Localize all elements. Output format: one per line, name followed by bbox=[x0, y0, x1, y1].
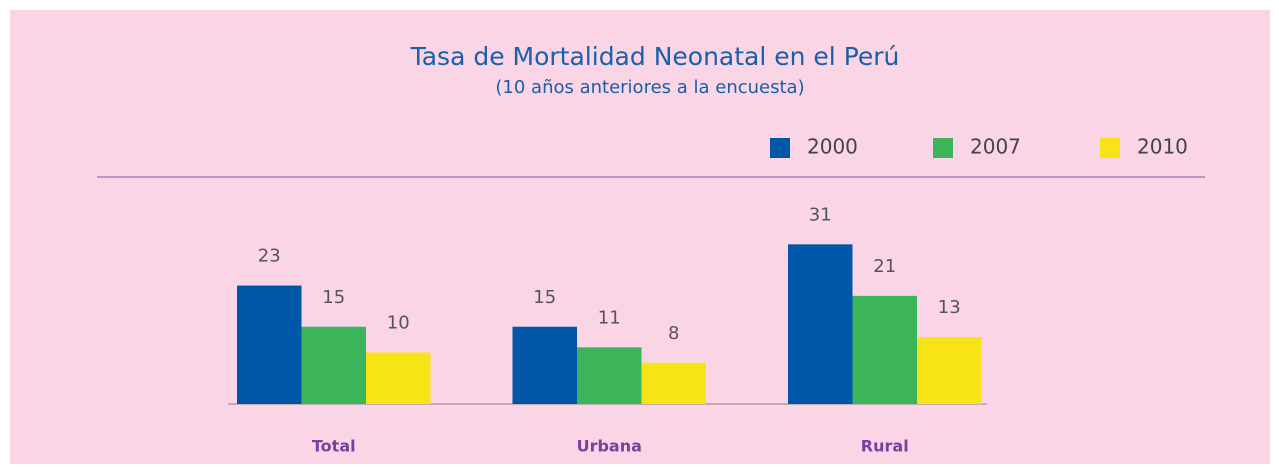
bar bbox=[301, 326, 366, 404]
data-label: 23 bbox=[258, 246, 281, 267]
data-label: 8 bbox=[668, 323, 679, 344]
bar bbox=[237, 285, 302, 404]
bar bbox=[512, 326, 577, 404]
bar bbox=[917, 337, 982, 404]
chart-subtitle: (10 años anteriores a la encuesta) bbox=[495, 77, 804, 98]
legend-label: 2007 bbox=[970, 135, 1021, 159]
bar bbox=[366, 352, 431, 404]
legend-swatch bbox=[933, 138, 953, 158]
x-tick-label: Rural bbox=[861, 437, 909, 456]
bar bbox=[641, 362, 706, 404]
legend-swatch bbox=[770, 138, 790, 158]
x-tick-label: Urbana bbox=[577, 437, 642, 456]
legend-label: 2010 bbox=[1137, 135, 1188, 159]
data-label: 10 bbox=[387, 313, 410, 334]
data-label: 13 bbox=[938, 297, 961, 318]
data-label: 21 bbox=[873, 256, 896, 277]
data-label: 15 bbox=[322, 287, 345, 308]
chart-title: Tasa de Mortalidad Neonatal en el Perú bbox=[410, 42, 900, 71]
bar bbox=[852, 295, 917, 404]
legend-swatch bbox=[1100, 138, 1120, 158]
data-label: 11 bbox=[598, 307, 621, 328]
bar bbox=[788, 244, 853, 404]
legend-label: 2000 bbox=[807, 135, 858, 159]
bar bbox=[577, 347, 642, 404]
x-tick-label: Total bbox=[312, 437, 356, 456]
data-label: 31 bbox=[809, 204, 832, 225]
data-label: 15 bbox=[533, 287, 556, 308]
